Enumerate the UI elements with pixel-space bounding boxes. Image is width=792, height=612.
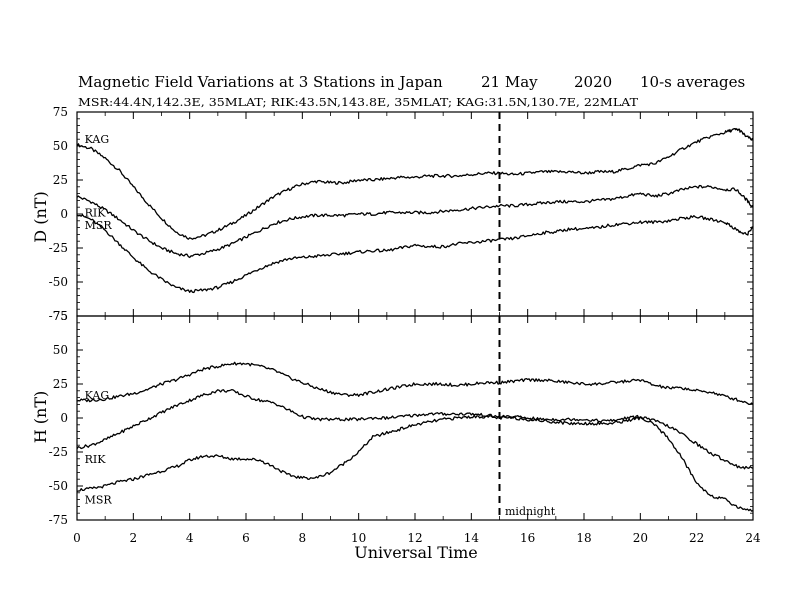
plot-frame [76, 315, 754, 521]
plot-frame [76, 111, 754, 317]
x-tick-label: 2 [130, 531, 138, 545]
series-label-rik: RIK [85, 207, 107, 220]
x-tick-label: 4 [186, 531, 194, 545]
x-tick-label: 6 [242, 531, 250, 545]
x-tick-label: 12 [407, 531, 422, 545]
y-tick-label: 25 [53, 173, 68, 187]
series-line-rik [76, 388, 754, 470]
figure-averaging: 10-s averages [640, 73, 745, 91]
series-line-msr [76, 214, 754, 294]
series-line-kag [76, 361, 754, 405]
y-tick-label: 75 [53, 309, 68, 323]
y-tick-label: 50 [53, 343, 68, 357]
x-tick-label: 22 [689, 531, 704, 545]
x-axis-label: Universal Time [354, 543, 477, 562]
x-tick-label: 0 [73, 531, 81, 545]
series-label-kag: KAG [85, 389, 110, 402]
y-tick-label: -25 [49, 445, 68, 459]
y-tick-label: 25 [53, 377, 68, 391]
y-tick-label: 0 [60, 411, 68, 425]
figure-date: 21 May [481, 73, 538, 91]
x-tick-label: 18 [576, 531, 591, 545]
y-tick-label: -75 [49, 513, 68, 527]
y-tick-label: 0 [60, 207, 68, 221]
series-line-msr [76, 414, 754, 512]
series-label-kag: KAG [85, 133, 110, 146]
y-tick-label: 50 [53, 139, 68, 153]
y-tick-label: -75 [49, 309, 68, 323]
x-tick-label: 16 [520, 531, 535, 545]
x-tick-label: 24 [745, 531, 761, 545]
x-tick-label: 10 [351, 531, 366, 545]
x-tick-label: 20 [633, 531, 648, 545]
d-axis-label: D (nT) [31, 191, 50, 242]
y-tick-label: 75 [53, 105, 68, 119]
y-tick-label: -50 [49, 275, 68, 289]
series-label-msr: MSR [85, 494, 113, 507]
series-line-kag [76, 127, 754, 240]
x-tick-label: 8 [299, 531, 307, 545]
figure-year: 2020 [574, 73, 612, 91]
series-line-rik [76, 184, 754, 259]
y-tick-label: -25 [49, 241, 68, 255]
station-info: MSR:44.4N,142.3E, 35MLAT; RIK:43.5N,143.… [78, 96, 639, 109]
figure-title: Magnetic Field Variations at 3 Stations … [78, 73, 443, 91]
midnight-label: midnight [505, 505, 556, 518]
x-tick-label: 14 [464, 531, 480, 545]
title-block: Magnetic Field Variations at 3 Stations … [78, 73, 745, 109]
y-tick-label: -50 [49, 479, 68, 493]
h-axis-label: H (nT) [31, 391, 50, 444]
series-label-msr: MSR [85, 219, 113, 232]
series-label-rik: RIK [85, 453, 107, 466]
